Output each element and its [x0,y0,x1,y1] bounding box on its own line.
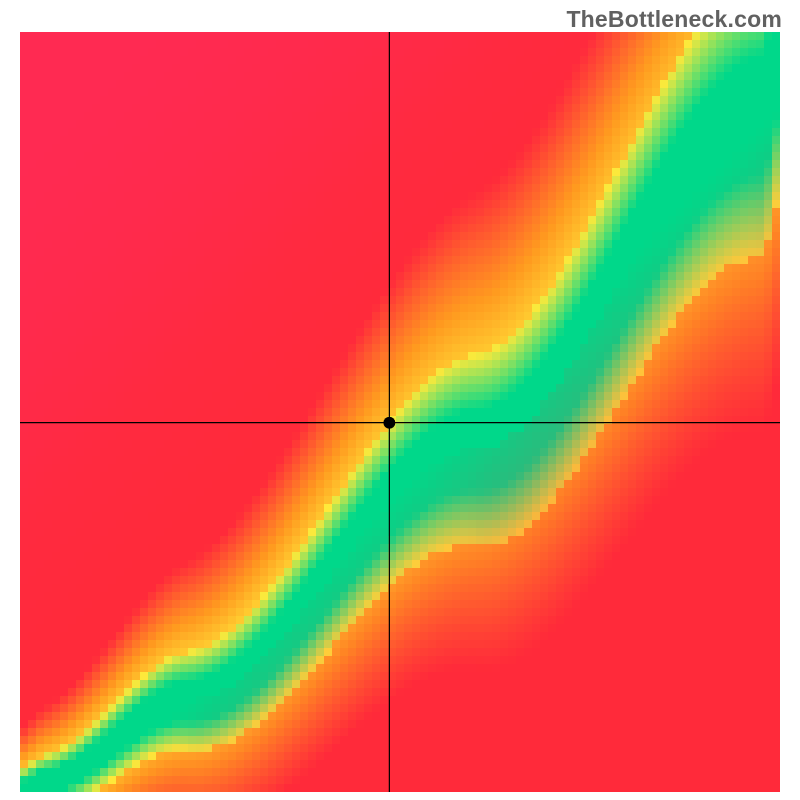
bottleneck-heatmap [0,0,800,800]
chart-root: { "watermark": { "text": "TheBottleneck.… [0,0,800,800]
watermark-text: TheBottleneck.com [566,6,782,33]
